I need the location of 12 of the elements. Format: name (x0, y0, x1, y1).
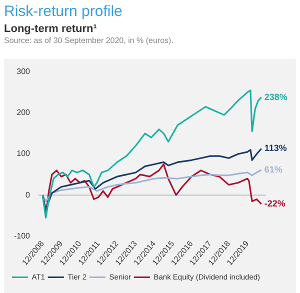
chart-subtitle: Long-term return¹ (4, 23, 98, 35)
source-note: Source: as of 30 September 2020, in % (euros). (4, 36, 174, 45)
annotation: 61% (264, 164, 282, 174)
y-tick-label: 200 (16, 108, 31, 118)
annotation: 238% (264, 92, 288, 102)
y-tick-label: 0 (26, 190, 31, 200)
annotation: 113% (264, 143, 287, 154)
annotation: -22% (264, 198, 286, 209)
y-tick-label: -100 (14, 231, 31, 240)
chart-title: Risk-return profile (4, 3, 124, 20)
y-tick-label: 300 (16, 67, 31, 76)
y-tick-label: 100 (16, 149, 31, 158)
